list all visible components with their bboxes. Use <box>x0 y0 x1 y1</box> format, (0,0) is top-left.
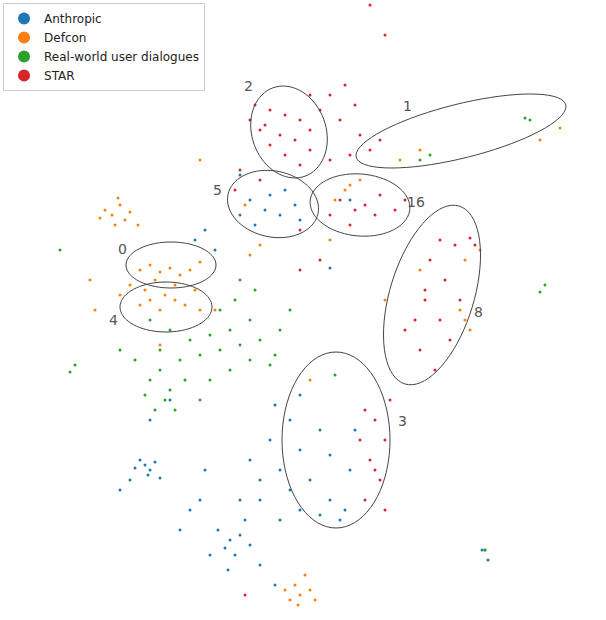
svg-text:16: 16 <box>407 194 425 210</box>
svg-text:4: 4 <box>109 312 118 328</box>
svg-text:0: 0 <box>118 241 127 257</box>
svg-text:8: 8 <box>474 304 483 320</box>
svg-text:3: 3 <box>398 413 407 429</box>
svg-text:STAR: STAR <box>44 69 75 83</box>
svg-text:5: 5 <box>213 182 222 198</box>
svg-text:2: 2 <box>244 78 253 94</box>
svg-text:Real-world user dialogues: Real-world user dialogues <box>44 50 199 64</box>
svg-text:1: 1 <box>403 98 412 114</box>
svg-text:Defcon: Defcon <box>44 31 86 45</box>
svg-text:Anthropic: Anthropic <box>44 12 102 26</box>
